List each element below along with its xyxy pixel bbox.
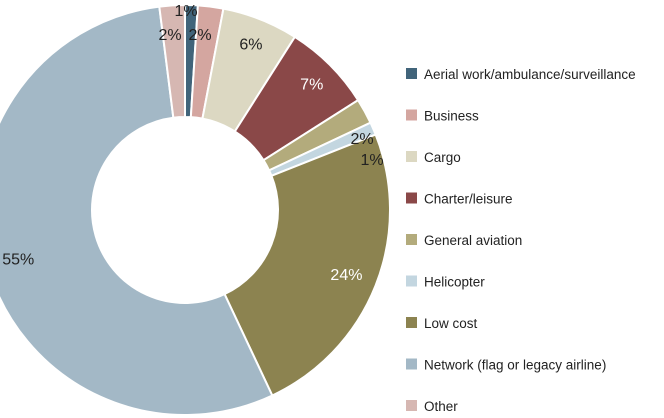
legend-swatch-helicopter [406, 275, 417, 287]
legend-label-charter-leisure: Charter/leisure [424, 192, 513, 207]
label-aerial-work-ambulance-surveillance: 1% [174, 3, 197, 20]
legend-label-general-aviation: General aviation [424, 233, 522, 248]
label-low-cost: 24% [330, 267, 362, 284]
legend-label-aerial-work-ambulance-surveillance: Aerial work/ambulance/surveillance [424, 67, 636, 82]
label-network-flag-or-legacy-airline: 55% [2, 251, 34, 268]
label-charter-leisure: 7% [300, 76, 323, 93]
legend-label-low-cost: Low cost [424, 316, 478, 331]
legend-swatch-charter-leisure [406, 192, 417, 204]
legend: Aerial work/ambulance/surveillance Busine… [406, 67, 636, 414]
slice-labels: 1% 2% 6% 7% 2% 1% 24% 55% 2% [2, 3, 383, 284]
legend-swatch-low-cost [406, 317, 417, 328]
legend-swatch-business [406, 109, 417, 121]
legend-swatch-cargo [406, 151, 417, 162]
label-business: 2% [188, 27, 211, 44]
legend-label-network-flag-or-legacy-airline: Network (flag or legacy airline) [424, 358, 606, 373]
label-other: 2% [158, 27, 181, 44]
legend-swatch-network-flag-or-legacy-airline [406, 358, 417, 370]
legend-label-other: Other [424, 399, 458, 414]
label-general-aviation: 2% [350, 131, 373, 148]
label-helicopter: 1% [360, 152, 383, 169]
slice-other [158, 3, 186, 119]
legend-swatch-general-aviation [406, 234, 417, 245]
legend-label-helicopter: Helicopter [424, 275, 485, 290]
legend-swatch-aerial-work-ambulance-surveillance [406, 68, 417, 79]
label-cargo: 6% [239, 36, 262, 53]
donut-slices [0, 3, 391, 416]
slice-network-flag-or-legacy-airline [0, 5, 274, 416]
slice-low-cost [223, 133, 391, 397]
legend-label-business: Business [424, 109, 479, 124]
legend-label-cargo: Cargo [424, 150, 461, 165]
legend-swatch-other [406, 400, 417, 411]
